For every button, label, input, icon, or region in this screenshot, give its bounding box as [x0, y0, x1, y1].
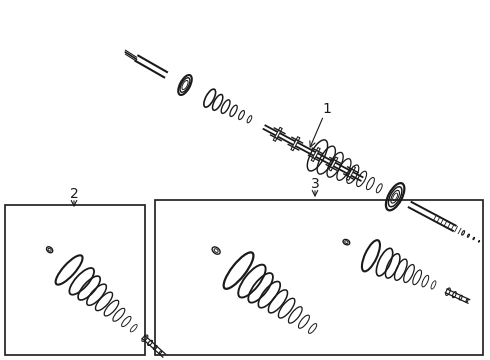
Text: 3: 3 — [311, 177, 319, 191]
Bar — [155, 200, 483, 355]
Bar — [5, 205, 145, 355]
Text: 2: 2 — [70, 187, 78, 201]
Text: 1: 1 — [322, 102, 331, 116]
